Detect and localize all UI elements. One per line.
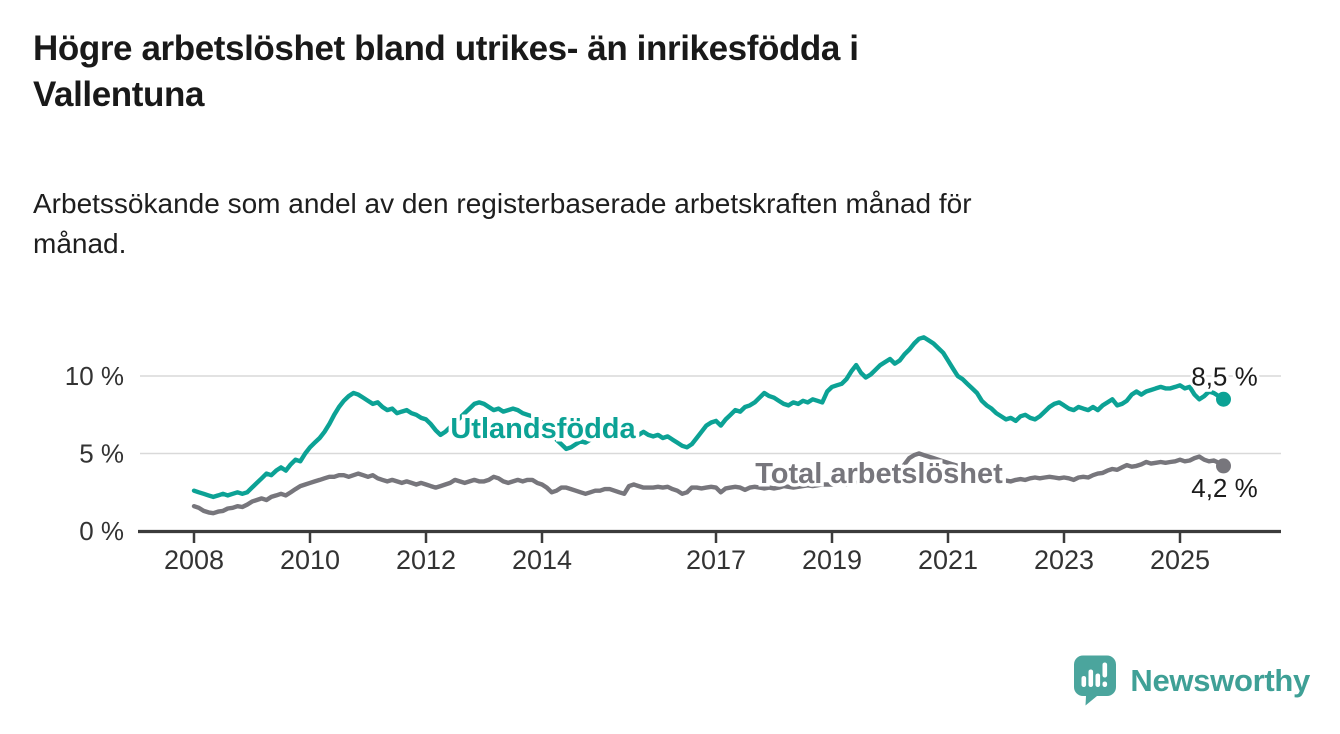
series-end-dot-utlandsfodda: [1216, 391, 1231, 407]
x-tick-label-2010: 2010: [280, 545, 340, 575]
chart-subtitle-line-2: månad.: [33, 228, 127, 259]
y-tick-label-0: 0 %: [79, 516, 124, 546]
speech-bubble-shape: [1074, 655, 1117, 706]
x-tick-label-2025: 2025: [1150, 545, 1210, 575]
newsworthy-speech-bubble-chart-icon: [1074, 655, 1117, 706]
x-tick-label-2023: 2023: [1034, 545, 1094, 575]
chart-title: Högre arbetslöshet bland utrikes- än inr…: [33, 26, 859, 118]
x-tick-label-2017: 2017: [686, 545, 746, 575]
chart-subtitle: Arbetssökande som andel av den registerb…: [33, 184, 972, 264]
chart-title-line-2: Vallentuna: [33, 75, 205, 114]
series-inline-label-total-arbetsloshet: Total arbetslöshet: [755, 458, 1003, 490]
exclamation-dot: [1102, 681, 1108, 687]
y-tick-label-10: 10 %: [65, 361, 124, 391]
series-inline-label-utlandsfodda: Utlandsfödda: [450, 413, 636, 445]
series-end-label-utlandsfodda: 8,5 %: [1191, 361, 1258, 391]
x-tick-label-2014: 2014: [512, 545, 572, 575]
chart-title-line-1: Högre arbetslöshet bland utrikes- än inr…: [33, 29, 859, 68]
bar-chart-glyph: [1081, 662, 1108, 687]
x-tick-label-2008: 2008: [164, 545, 224, 575]
newsworthy-wordmark: Newsworthy: [1130, 662, 1310, 698]
x-tick-label-2021: 2021: [918, 545, 978, 575]
x-tick-label-2019: 2019: [802, 545, 862, 575]
newsworthy-branding: Newsworthy: [1073, 655, 1310, 706]
chart-subtitle-line-1: Arbetssökande som andel av den registerb…: [33, 188, 972, 219]
series-line-total-arbetsloshet: [191, 451, 1226, 516]
series-end-dot-total-arbetsloshet: [1216, 458, 1231, 474]
series-line-utlandsfodda: [191, 335, 1226, 500]
series-end-label-total-arbetsloshet: 4,2 %: [1191, 473, 1258, 503]
x-tick-label-2012: 2012: [396, 545, 456, 575]
y-tick-label-5: 5 %: [79, 439, 124, 469]
exclamation-bar: [1102, 662, 1108, 678]
